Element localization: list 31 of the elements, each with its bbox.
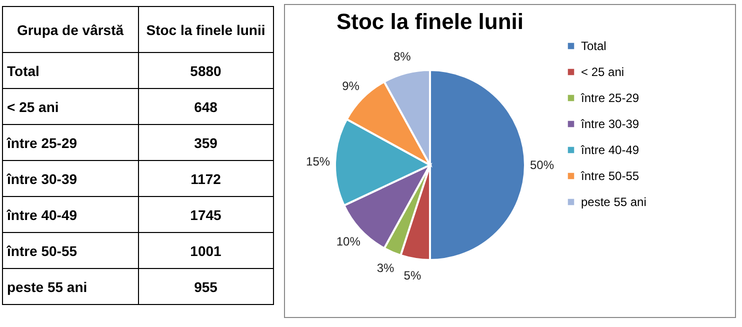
data-label: 15%: [306, 154, 330, 168]
legend-label: între 40-49: [580, 143, 640, 157]
text: între 40-49: [2, 196, 138, 232]
text: Grupa de vârstă: [2, 6, 138, 52]
legend-label: Total: [581, 39, 606, 53]
data-label: 5%: [404, 268, 422, 283]
legend-label: < 25 ani: [581, 65, 624, 79]
text: 955: [138, 268, 274, 304]
text: 1745: [138, 196, 274, 232]
text: < 25 ani: [2, 88, 138, 124]
data-label: 10%: [336, 234, 361, 249]
text: peste 55 ani: [2, 268, 138, 304]
legend-label: peste 55 ani: [581, 195, 646, 209]
text: Total: [2, 52, 138, 88]
data-label: 50%: [530, 158, 554, 172]
text: 1172: [138, 160, 274, 196]
data-label: 9%: [342, 78, 360, 93]
text: 648: [138, 88, 274, 124]
text: 359: [138, 124, 274, 160]
data-label: 3%: [376, 260, 395, 275]
text: 1001: [138, 232, 274, 268]
text: între 30-39: [2, 160, 138, 196]
legend-label: între 30-39: [580, 117, 640, 131]
text: între 25-29: [2, 124, 138, 160]
text: Stoc la finele lunii: [138, 6, 274, 52]
legend-label: între 25-29: [580, 91, 640, 105]
data-label: 8%: [393, 50, 412, 64]
text: 5880: [138, 52, 274, 88]
chart-title: Stoc la finele lunii: [336, 9, 524, 34]
text: între 50-55: [2, 232, 138, 268]
legend-label: între 50-55: [580, 169, 640, 183]
